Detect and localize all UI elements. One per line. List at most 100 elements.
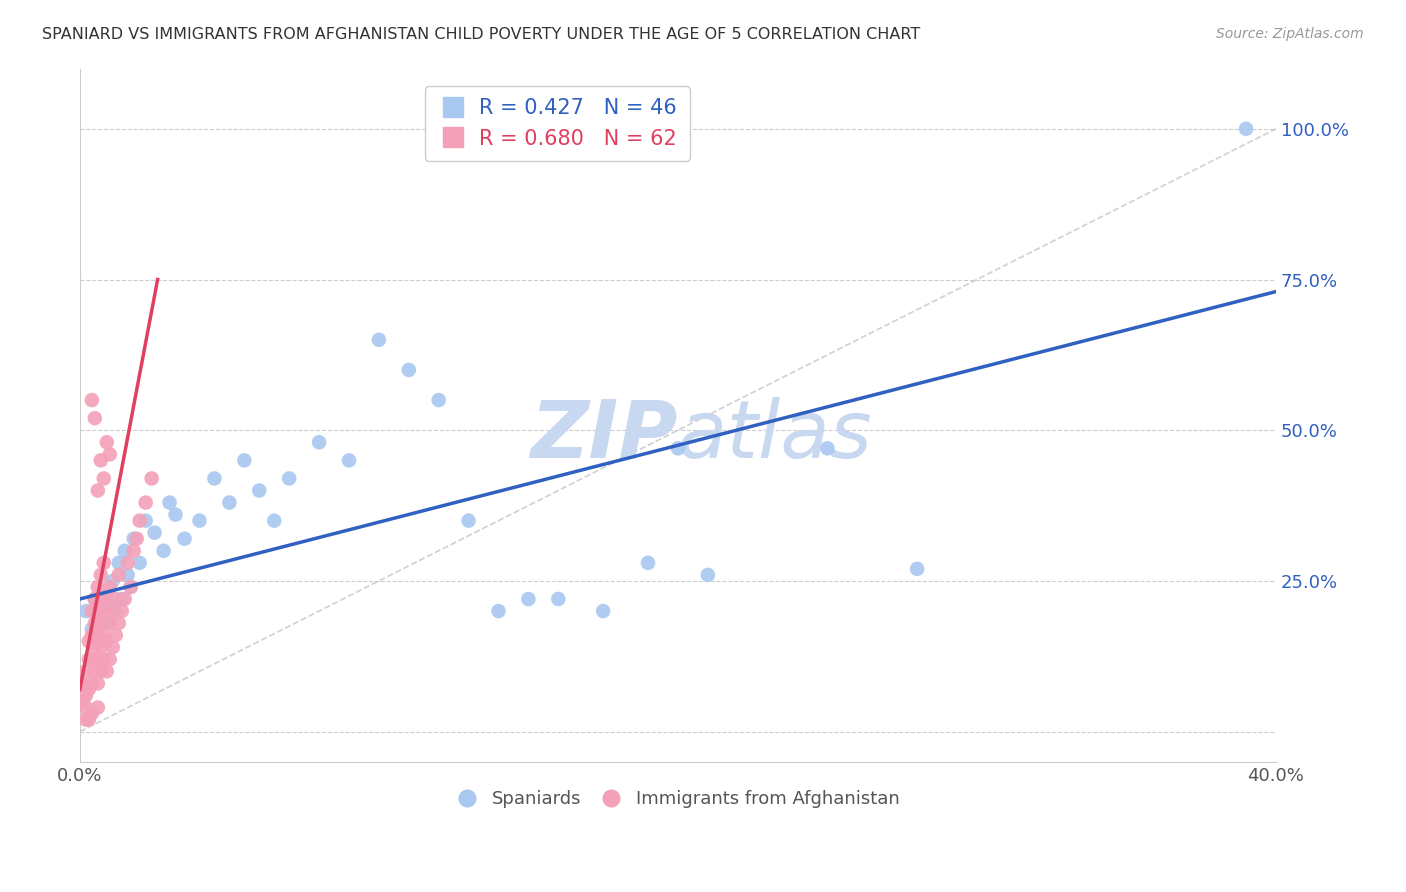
Point	[517, 592, 540, 607]
Point	[117, 568, 139, 582]
Point	[592, 604, 614, 618]
Point	[96, 634, 118, 648]
Point	[1234, 121, 1257, 136]
Point	[75, 700, 97, 714]
Point	[77, 682, 100, 697]
Point	[98, 616, 121, 631]
Point	[398, 363, 420, 377]
Point	[75, 689, 97, 703]
Point	[696, 568, 718, 582]
Point	[87, 700, 110, 714]
Point	[96, 665, 118, 679]
Point	[107, 616, 129, 631]
Point	[83, 592, 105, 607]
Point	[96, 592, 118, 607]
Point	[96, 435, 118, 450]
Legend: Spaniards, Immigrants from Afghanistan: Spaniards, Immigrants from Afghanistan	[449, 782, 907, 815]
Point	[90, 640, 112, 655]
Point	[80, 628, 103, 642]
Point	[80, 652, 103, 666]
Point	[637, 556, 659, 570]
Point	[547, 592, 569, 607]
Point	[80, 393, 103, 408]
Point	[96, 616, 118, 631]
Point	[93, 556, 115, 570]
Point	[488, 604, 510, 618]
Point	[87, 628, 110, 642]
Point	[87, 604, 110, 618]
Point	[128, 514, 150, 528]
Point	[77, 713, 100, 727]
Point	[98, 652, 121, 666]
Point	[101, 604, 124, 618]
Point	[165, 508, 187, 522]
Point	[120, 580, 142, 594]
Point	[98, 447, 121, 461]
Point	[233, 453, 256, 467]
Point	[905, 562, 928, 576]
Point	[83, 411, 105, 425]
Point	[80, 706, 103, 721]
Point	[87, 652, 110, 666]
Point	[125, 532, 148, 546]
Point	[72, 694, 94, 708]
Point	[87, 610, 110, 624]
Point	[117, 556, 139, 570]
Point	[107, 568, 129, 582]
Point	[278, 471, 301, 485]
Point	[80, 676, 103, 690]
Point	[87, 580, 110, 594]
Point	[457, 514, 479, 528]
Point	[93, 471, 115, 485]
Point	[93, 628, 115, 642]
Text: atlas: atlas	[678, 397, 873, 475]
Point	[111, 592, 134, 607]
Point	[122, 532, 145, 546]
Point	[128, 556, 150, 570]
Point	[135, 495, 157, 509]
Point	[90, 634, 112, 648]
Point	[98, 580, 121, 594]
Point	[72, 676, 94, 690]
Point	[75, 665, 97, 679]
Point	[93, 586, 115, 600]
Point	[83, 665, 105, 679]
Point	[111, 604, 134, 618]
Point	[218, 495, 240, 509]
Text: ZIP: ZIP	[530, 397, 678, 475]
Point	[114, 592, 136, 607]
Point	[90, 592, 112, 607]
Point	[75, 604, 97, 618]
Point	[90, 453, 112, 467]
Point	[815, 442, 838, 456]
Point	[173, 532, 195, 546]
Point	[77, 652, 100, 666]
Point	[98, 598, 121, 612]
Point	[93, 652, 115, 666]
Point	[135, 514, 157, 528]
Point	[367, 333, 389, 347]
Text: SPANIARD VS IMMIGRANTS FROM AFGHANISTAN CHILD POVERTY UNDER THE AGE OF 5 CORRELA: SPANIARD VS IMMIGRANTS FROM AFGHANISTAN …	[42, 27, 921, 42]
Point	[83, 616, 105, 631]
Point	[77, 634, 100, 648]
Point	[75, 713, 97, 727]
Point	[80, 604, 103, 618]
Point	[308, 435, 330, 450]
Point	[93, 604, 115, 618]
Point	[101, 574, 124, 588]
Point	[101, 640, 124, 655]
Point	[87, 483, 110, 498]
Point	[104, 604, 127, 618]
Point	[122, 543, 145, 558]
Point	[107, 556, 129, 570]
Point	[83, 640, 105, 655]
Point	[114, 543, 136, 558]
Point	[104, 628, 127, 642]
Point	[104, 592, 127, 607]
Point	[120, 580, 142, 594]
Point	[152, 543, 174, 558]
Point	[83, 592, 105, 607]
Point	[247, 483, 270, 498]
Point	[90, 616, 112, 631]
Point	[159, 495, 181, 509]
